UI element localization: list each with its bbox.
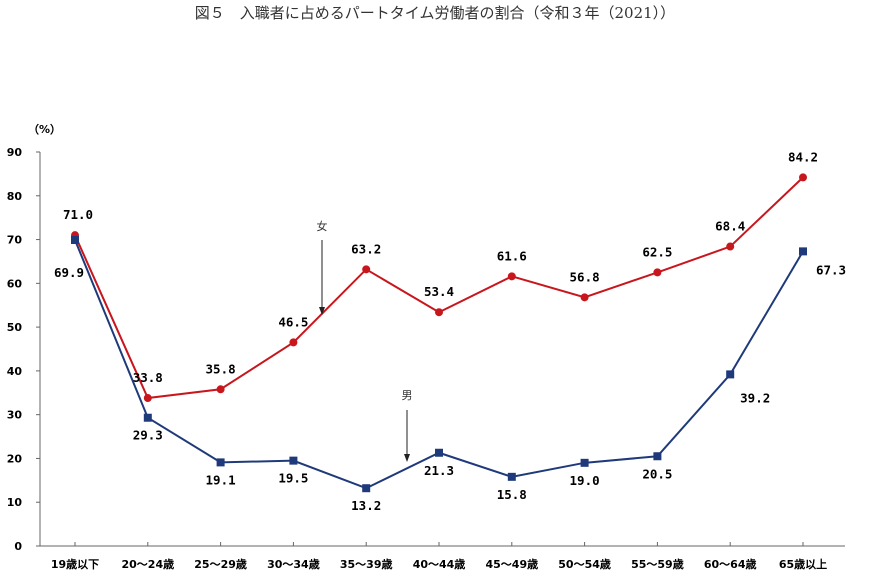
data-point-male xyxy=(71,235,79,244)
data-point-male xyxy=(289,456,298,465)
data-point-female xyxy=(580,293,589,302)
data-label-female: 71.0 xyxy=(63,207,93,222)
data-point-female xyxy=(726,242,735,251)
data-label-male: 67.3 xyxy=(816,262,846,277)
data-label-female: 33.8 xyxy=(133,370,163,385)
x-tick-label: 20～24歳 xyxy=(121,557,174,571)
data-point-female xyxy=(362,265,371,274)
y-tick-label: 60 xyxy=(7,277,23,290)
annotation-label: 男 xyxy=(402,389,413,402)
y-axis-unit-label: （%） xyxy=(28,123,61,136)
x-tick-label: 25～29歳 xyxy=(194,557,247,571)
chart-title: 図５ 入職者に占めるパートタイム労働者の割合（令和３年（2021）） xyxy=(194,4,676,22)
data-label-male: 20.5 xyxy=(642,466,672,481)
data-point-male xyxy=(143,413,152,422)
y-tick-label: 0 xyxy=(14,540,22,553)
data-point-male xyxy=(653,452,662,461)
x-tick-label: 55～59歳 xyxy=(631,557,684,571)
annotation-arrow-head xyxy=(404,454,410,462)
data-label-female: 46.5 xyxy=(278,314,308,329)
data-point-male xyxy=(580,458,589,467)
y-tick-label: 50 xyxy=(7,321,23,334)
data-label-female: 53.4 xyxy=(424,284,454,299)
data-point-male xyxy=(799,247,807,256)
data-point-male xyxy=(216,458,225,467)
data-point-female xyxy=(653,268,662,277)
y-tick-label: 70 xyxy=(7,234,23,247)
data-label-male: 21.3 xyxy=(424,463,454,478)
x-tick-label: 45～49歳 xyxy=(485,557,538,571)
data-label-male: 39.2 xyxy=(740,390,770,405)
data-label-female: 56.8 xyxy=(570,269,600,284)
data-label-male: 15.8 xyxy=(497,487,527,502)
data-label-male: 19.1 xyxy=(206,472,236,487)
y-tick-label: 30 xyxy=(7,409,23,422)
data-point-female xyxy=(143,394,152,403)
x-tick-label: 30～34歳 xyxy=(267,557,320,571)
data-label-male: 19.0 xyxy=(570,473,600,488)
data-point-female xyxy=(799,173,807,182)
data-label-male: 69.9 xyxy=(54,265,84,280)
x-tick-label: 50～54歳 xyxy=(558,557,611,571)
data-label-female: 63.2 xyxy=(351,241,381,256)
data-point-male xyxy=(726,370,735,379)
data-label-female: 68.4 xyxy=(715,219,745,234)
data-point-male xyxy=(507,472,516,481)
x-tick-label: 40～44歳 xyxy=(413,557,466,571)
x-tick-label: 60～64歳 xyxy=(704,557,757,571)
y-tick-label: 40 xyxy=(7,365,23,378)
data-point-female xyxy=(435,308,443,317)
x-tick-label: 19歳以下 xyxy=(51,557,99,571)
data-label-female: 35.8 xyxy=(206,361,236,376)
y-tick-label: 80 xyxy=(7,190,23,203)
x-tick-label: 65歳以上 xyxy=(779,557,827,571)
data-label-female: 84.2 xyxy=(788,149,818,164)
data-label-male: 19.5 xyxy=(278,471,308,486)
data-label-male: 29.3 xyxy=(133,428,163,443)
data-label-male: 13.2 xyxy=(351,498,381,513)
data-point-female xyxy=(216,385,225,394)
y-tick-label: 20 xyxy=(7,452,23,465)
annotation-label: 女 xyxy=(317,219,328,233)
y-tick-label: 90 xyxy=(7,146,23,159)
data-point-male xyxy=(435,448,443,457)
data-point-male xyxy=(362,484,371,493)
data-label-female: 61.6 xyxy=(497,248,527,263)
y-tick-label: 10 xyxy=(7,496,23,509)
data-point-female xyxy=(289,338,298,347)
data-point-female xyxy=(507,272,516,281)
data-label-female: 62.5 xyxy=(642,244,672,259)
annotation-arrow-head xyxy=(319,307,325,315)
x-tick-label: 35～39歳 xyxy=(340,557,393,571)
